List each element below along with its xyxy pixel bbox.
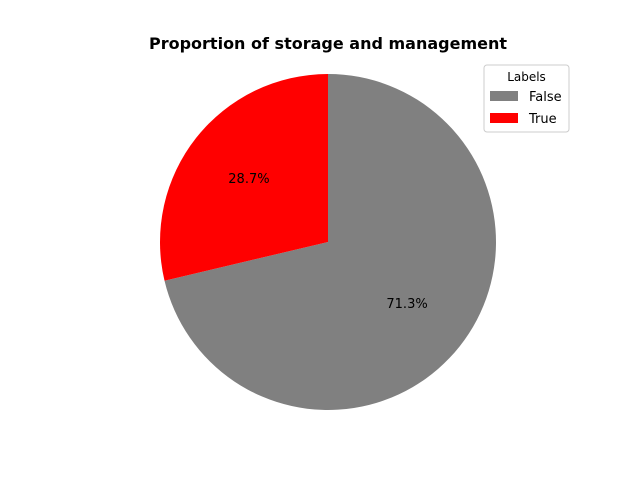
legend-title: Labels <box>507 70 546 84</box>
pie-slice-true <box>159 74 328 281</box>
pie-percent-label-false: 71.3% <box>386 297 427 312</box>
pie-slice-false <box>164 74 496 410</box>
pie-percent-label-true: 28.7% <box>228 172 269 187</box>
pie-slices <box>159 74 496 410</box>
pie-percent-labels: 71.3% 28.7% <box>228 172 427 312</box>
legend-swatch-true <box>490 113 518 123</box>
legend-label-false: False <box>529 90 562 105</box>
chart-title: Proportion of storage and management <box>149 34 507 53</box>
legend-swatch-false <box>490 91 518 101</box>
legend: Labels False True <box>483 64 570 133</box>
legend-label-true: True <box>528 112 557 127</box>
